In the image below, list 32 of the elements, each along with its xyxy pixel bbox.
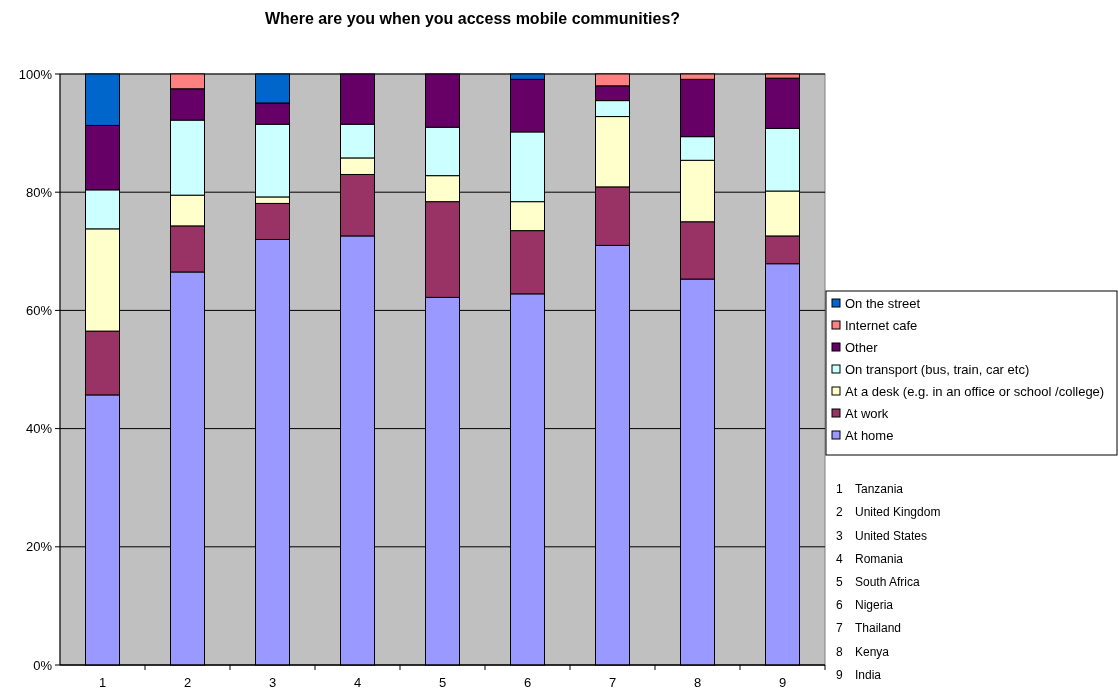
x-tick-label: 3: [268, 675, 277, 690]
x-tick-label: 7: [608, 675, 617, 690]
text: 1 Tanzania: [836, 482, 904, 497]
text: 8 Kenya: [836, 644, 890, 659]
x-tick-label: 4: [353, 675, 362, 690]
y-tick-label: 60%: [25, 302, 53, 318]
legend-label: At a desk (e.g. in an office or school /college): [845, 383, 1105, 399]
x-tick-label: 2: [183, 675, 192, 690]
y-tick-label: 40%: [25, 421, 53, 437]
legend-label: On the street: [845, 295, 921, 311]
chart-title: Where are you when you access mobile communities?: [264, 10, 681, 27]
y-tick-label: 20%: [25, 539, 53, 555]
x-tick-label: 9: [778, 675, 787, 690]
text: 6 Nigeria: [836, 598, 894, 613]
text: 4 Romania: [836, 551, 904, 566]
x-tick-label: 8: [693, 675, 702, 690]
legend-label: At work: [845, 405, 889, 421]
y-tick-label: 80%: [25, 184, 53, 200]
legend-label: At home: [845, 427, 894, 443]
text: 5 South Africa: [836, 575, 921, 589]
legend-label: Other: [845, 339, 879, 355]
text: 9 India: [836, 667, 882, 682]
legend-label: On transport (bus, train, car etc): [845, 361, 1030, 377]
y-tick-label: 100%: [18, 66, 53, 82]
x-tick-label: 5: [438, 675, 447, 690]
y-tick-label: 0%: [33, 657, 53, 673]
text: 3 United States: [836, 528, 928, 543]
x-tick-label: 6: [523, 675, 532, 690]
text: 7 Thailand: [836, 621, 902, 636]
text: 2 United Kingdom: [836, 505, 941, 520]
legend-label: Internet cafe: [845, 317, 918, 333]
x-tick-label: 1: [98, 675, 107, 690]
